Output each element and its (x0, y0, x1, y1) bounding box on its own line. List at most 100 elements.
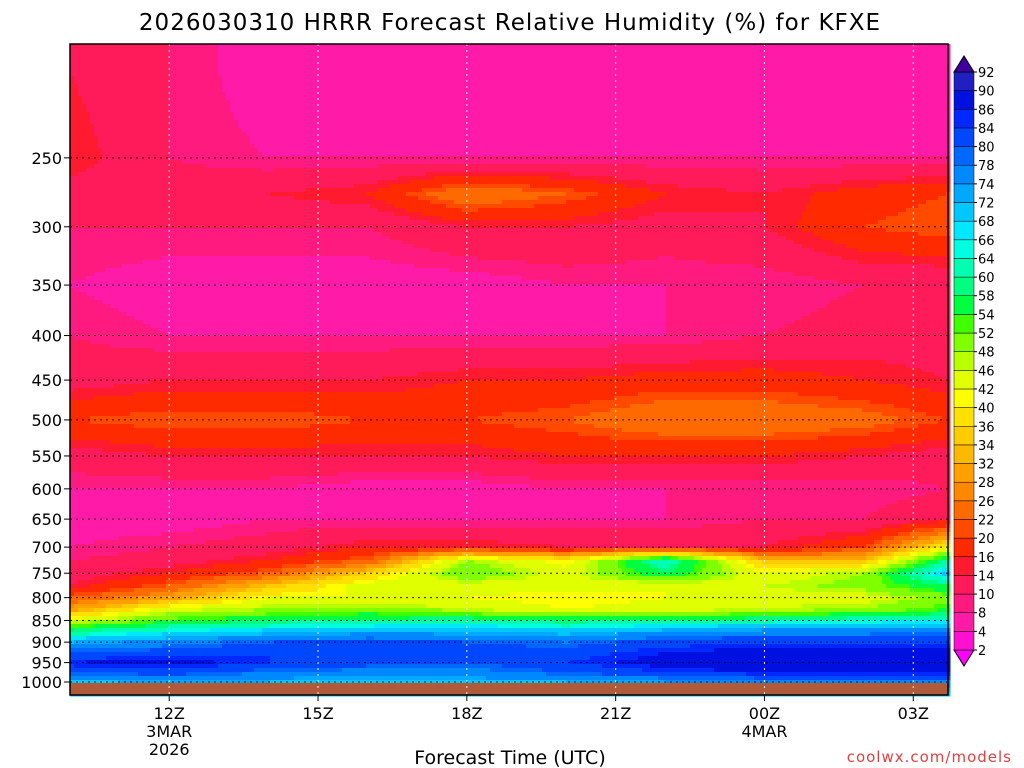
rh-cell (406, 104, 411, 109)
rh-cell (274, 60, 279, 65)
rh-cell (374, 132, 379, 137)
rh-cell (374, 60, 379, 65)
rh-cell (226, 124, 231, 129)
rh-cell (634, 108, 639, 113)
rh-cell (758, 116, 763, 121)
rh-cell (286, 120, 291, 125)
rh-cell (922, 60, 927, 65)
rh-cell (394, 124, 399, 129)
rh-cell (686, 44, 691, 49)
rh-cell (286, 72, 291, 77)
rh-cell (594, 108, 599, 113)
rh-cell (578, 112, 583, 117)
rh-cell (322, 80, 327, 85)
rh-cell (806, 124, 811, 129)
rh-cell (814, 76, 819, 81)
rh-cell (238, 56, 243, 61)
rh-cell (810, 56, 815, 61)
rh-cell (894, 52, 899, 57)
rh-cell (722, 44, 727, 49)
rh-cell (670, 96, 675, 101)
rh-cell (182, 48, 187, 53)
rh-cell (362, 44, 367, 49)
rh-cell (298, 68, 303, 73)
rh-cell (418, 60, 423, 65)
rh-cell (74, 96, 79, 101)
rh-cell (342, 104, 347, 109)
rh-cell (254, 56, 259, 61)
rh-cell (610, 132, 615, 137)
rh-cell (434, 68, 439, 73)
rh-cell (82, 104, 87, 109)
rh-cell (674, 44, 679, 49)
rh-cell (470, 108, 475, 113)
rh-cell (386, 116, 391, 121)
rh-cell (90, 92, 95, 97)
rh-cell (174, 100, 179, 105)
rh-cell (322, 108, 327, 113)
rh-cell (930, 128, 935, 133)
rh-cell (446, 112, 451, 117)
rh-cell (862, 124, 867, 129)
rh-cell (462, 60, 467, 65)
rh-cell (566, 88, 571, 93)
rh-cell (662, 64, 667, 69)
rh-cell (398, 84, 403, 89)
rh-cell (342, 48, 347, 53)
rh-cell (714, 112, 719, 117)
rh-cell (906, 124, 911, 129)
rh-cell (550, 48, 555, 53)
rh-cell (610, 96, 615, 101)
rh-cell (562, 124, 567, 129)
rh-cell (126, 52, 131, 57)
rh-cell (698, 104, 703, 109)
rh-cell (274, 88, 279, 93)
rh-cell (746, 80, 751, 85)
rh-cell (886, 72, 891, 77)
rh-cell (530, 72, 535, 77)
rh-cell (442, 104, 447, 109)
rh-cell (314, 52, 319, 57)
rh-cell (738, 108, 743, 113)
rh-cell (266, 88, 271, 93)
rh-cell (814, 68, 819, 73)
rh-cell (910, 64, 915, 69)
rh-cell (826, 64, 831, 69)
rh-cell (410, 44, 415, 49)
rh-cell (670, 88, 675, 93)
rh-cell (926, 120, 931, 125)
rh-cell (222, 88, 227, 93)
rh-cell (554, 72, 559, 77)
rh-cell (106, 92, 111, 97)
rh-cell (782, 112, 787, 117)
rh-cell (734, 120, 739, 125)
rh-cell (82, 48, 87, 53)
rh-cell (334, 112, 339, 117)
rh-cell (170, 132, 175, 137)
rh-cell (410, 56, 415, 61)
rh-cell (942, 72, 947, 77)
rh-cell (94, 112, 99, 117)
rh-cell (342, 84, 347, 89)
rh-cell (102, 108, 107, 113)
rh-cell (238, 88, 243, 93)
rh-cell (910, 72, 915, 77)
rh-cell (374, 80, 379, 85)
rh-cell (658, 76, 663, 81)
rh-cell (678, 88, 683, 93)
rh-cell (554, 76, 559, 81)
rh-cell (178, 48, 183, 53)
rh-cell (310, 80, 315, 85)
rh-cell (406, 120, 411, 125)
rh-cell (82, 100, 87, 105)
rh-cell (710, 88, 715, 93)
rh-cell (314, 132, 319, 137)
rh-cell (518, 80, 523, 85)
rh-cell (774, 88, 779, 93)
rh-cell (494, 44, 499, 49)
rh-cell (462, 108, 467, 113)
rh-cell (482, 44, 487, 49)
rh-cell (278, 56, 283, 61)
rh-cell (566, 68, 571, 73)
rh-cell (890, 56, 895, 61)
